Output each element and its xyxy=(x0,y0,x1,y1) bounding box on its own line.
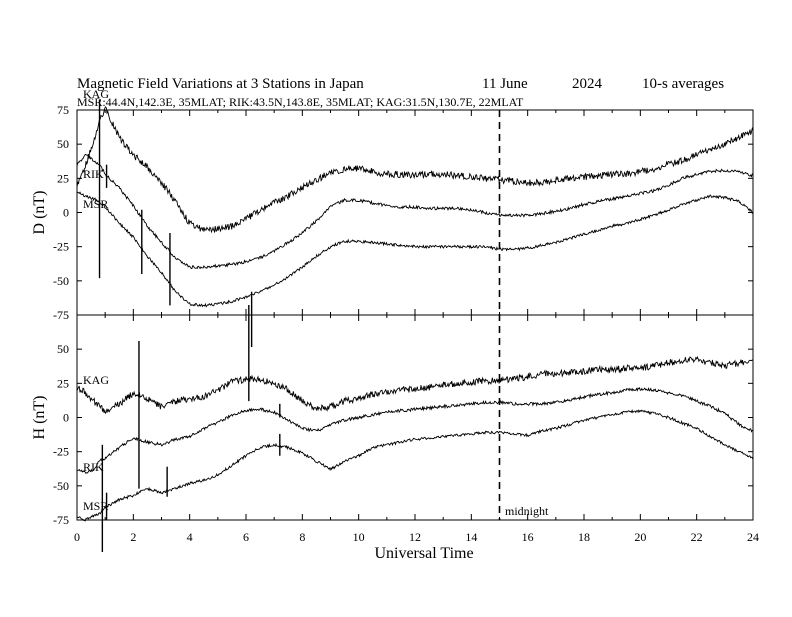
panel-H-ytick-label: 50 xyxy=(57,342,69,356)
panel-D-ytick-label: 75 xyxy=(57,103,69,117)
series-label-D-RIK: RIK xyxy=(83,167,104,181)
x-tick-label: 20 xyxy=(634,530,646,544)
panel-D-ytick-label: 50 xyxy=(57,137,69,151)
chart-year: 2024 xyxy=(572,76,603,92)
station-info: MSR:44.4N,142.3E, 35MLAT; RIK:43.5N,143.… xyxy=(77,95,524,109)
plot-area: 75 50 25 0 -25 -50 -75 D (nT) KAG RIK MSR 50 25 0 -25 -… xyxy=(31,87,759,552)
panel-H-ytick-label: -75 xyxy=(53,513,69,527)
series-line-D-MSR xyxy=(76,191,754,308)
x-tick-label: 4 xyxy=(187,530,193,544)
series-label-H-RIK: RIK xyxy=(83,460,104,474)
chart-averaging: 10-s averages xyxy=(642,76,724,92)
series-line-H-RIK xyxy=(76,386,753,475)
panel-D-ytick-label: 0 xyxy=(63,206,69,220)
x-tick-label: 8 xyxy=(299,530,305,544)
series-line-D-KAG xyxy=(76,106,754,234)
panel-D-ytick-label: -25 xyxy=(53,240,69,254)
panel-H-ytick-label: 0 xyxy=(63,411,69,425)
panel-D-ylabel: D (nT) xyxy=(31,191,48,235)
series-label-D-MSR: MSR xyxy=(83,197,108,211)
x-tick-label: 22 xyxy=(691,530,703,544)
panel-D-ytick-label: -50 xyxy=(53,274,69,288)
x-tick-label: 2 xyxy=(130,530,136,544)
panel-H-ytick-label: 25 xyxy=(57,376,69,390)
series-label-H-KAG: KAG xyxy=(83,373,109,387)
x-tick-label: 10 xyxy=(353,530,365,544)
x-axis-label: Universal Time xyxy=(374,545,473,562)
x-tick-label: 12 xyxy=(409,530,421,544)
chart-date: 11 June xyxy=(482,76,528,92)
series-label-H-MSR: MSR xyxy=(83,499,108,513)
panel-H-frame xyxy=(76,314,754,521)
panel-D-ytick-label: -75 xyxy=(53,308,69,322)
midnight-label: midnight xyxy=(505,504,549,518)
x-tick-label: 14 xyxy=(465,530,477,544)
panel-H-ylabel: H (nT) xyxy=(31,396,48,440)
panel-D-frame xyxy=(76,109,754,316)
panel-H-ytick-label: -50 xyxy=(53,479,69,493)
panel-H-ytick-label: -25 xyxy=(53,445,69,459)
x-tick-label: 24 xyxy=(747,530,759,544)
x-tick-label: 16 xyxy=(522,530,534,544)
series-label-D-KAG: KAG xyxy=(83,87,109,101)
series-line-H-MSR xyxy=(76,408,754,522)
series-line-D-RIK xyxy=(76,153,754,270)
x-tick-label: 18 xyxy=(578,530,590,544)
series-line-H-KAG xyxy=(76,355,754,415)
panel-D-ytick-label: 25 xyxy=(57,171,69,185)
x-tick-label: 6 xyxy=(243,530,249,544)
chart-title: Magnetic Field Variations at 3 Stations … xyxy=(77,76,364,92)
x-tick-label: 0 xyxy=(74,530,80,544)
